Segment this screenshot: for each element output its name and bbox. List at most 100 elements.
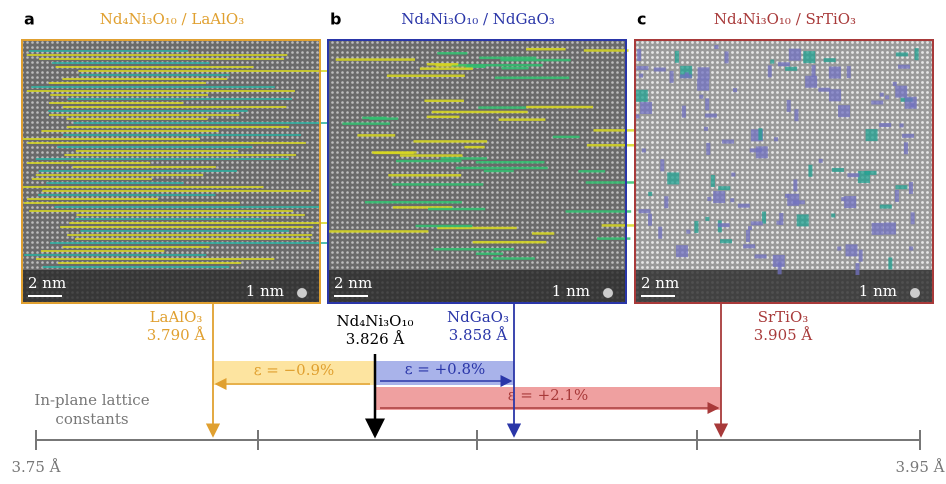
- strain-band: [375, 387, 721, 410]
- blob: [637, 48, 642, 61]
- blob: [841, 197, 846, 202]
- stripe: [437, 52, 468, 55]
- stripe: [501, 66, 529, 70]
- blob: [773, 137, 778, 142]
- stripe: [415, 224, 473, 228]
- stripe: [479, 56, 537, 60]
- blob: [779, 212, 784, 225]
- stripe: [26, 54, 288, 56]
- stripe: [62, 78, 228, 80]
- stripe: [62, 106, 287, 108]
- blob: [828, 66, 841, 79]
- stripe: [395, 159, 462, 163]
- blob: [892, 81, 897, 86]
- stripe: [26, 90, 295, 92]
- blob: [844, 196, 857, 209]
- stripe: [24, 254, 207, 256]
- blob: [705, 216, 710, 221]
- blob: [845, 244, 858, 257]
- blob: [737, 203, 750, 208]
- panel-title: Nd₄Ni₃O₁₀ / LaAlO₃: [100, 10, 244, 28]
- stripe: [451, 63, 543, 67]
- stripe: [399, 154, 463, 157]
- stripe: [42, 190, 312, 192]
- stripe: [27, 142, 306, 144]
- blob: [639, 73, 644, 78]
- stripe: [419, 67, 473, 70]
- stripe: [433, 247, 515, 251]
- blob: [758, 128, 763, 141]
- stripe: [585, 181, 669, 184]
- blob: [636, 66, 649, 71]
- blob: [749, 148, 762, 153]
- blob: [784, 193, 789, 198]
- stripe: [72, 166, 216, 168]
- stripe: [328, 230, 429, 233]
- blob: [640, 102, 653, 115]
- blob: [793, 179, 798, 192]
- stripe: [437, 226, 517, 230]
- blob: [811, 65, 816, 78]
- stripe: [342, 122, 391, 125]
- blob: [717, 223, 730, 228]
- stripe: [357, 134, 396, 137]
- blob: [895, 52, 908, 57]
- blob: [899, 123, 904, 128]
- blob: [638, 209, 651, 214]
- stripe: [28, 50, 188, 52]
- stripe: [31, 178, 153, 180]
- stripe: [50, 242, 329, 244]
- blob: [871, 222, 884, 235]
- stripe: [49, 114, 240, 116]
- blob: [697, 78, 710, 91]
- stripe: [22, 186, 264, 188]
- blob: [747, 226, 752, 231]
- blob: [767, 65, 772, 78]
- blob: [914, 48, 919, 61]
- stripe: [66, 126, 290, 128]
- blob: [879, 204, 892, 209]
- blob: [894, 189, 899, 202]
- panel-label: c: [637, 10, 646, 29]
- blob: [699, 94, 704, 99]
- blob: [658, 226, 663, 239]
- stripe: [335, 58, 416, 61]
- stripe: [26, 162, 151, 164]
- caption: In-plane lattice: [34, 391, 149, 409]
- blob: [808, 164, 813, 177]
- blob: [858, 249, 863, 262]
- blob: [865, 129, 878, 142]
- blob: [829, 89, 842, 102]
- inset-scale-label: 1 nm: [859, 282, 897, 300]
- stripe: [48, 82, 206, 84]
- stripe: [54, 206, 320, 208]
- blob: [776, 220, 781, 225]
- blob: [908, 181, 913, 194]
- stripe: [23, 202, 240, 204]
- inset-dot: [910, 288, 920, 298]
- panel-frame: [634, 39, 934, 304]
- blob: [909, 246, 914, 251]
- blob: [903, 142, 908, 155]
- stripe: [60, 226, 313, 228]
- marker-value: 3.858 Å: [449, 326, 508, 344]
- blob: [864, 170, 877, 175]
- blob: [653, 67, 666, 72]
- blob: [785, 66, 798, 71]
- stripe: [38, 170, 237, 172]
- stripe: [426, 62, 459, 66]
- blob: [885, 95, 890, 100]
- strain-band: [213, 361, 375, 385]
- marker-name: Nd₄Ni₃O₁₀: [337, 312, 414, 330]
- blob: [664, 196, 669, 209]
- blob: [641, 148, 646, 153]
- stripe: [26, 198, 158, 200]
- stripe: [51, 62, 210, 64]
- blob: [838, 105, 851, 118]
- marker-value: 3.826 Å: [346, 330, 405, 348]
- blob: [721, 139, 734, 144]
- blob: [674, 50, 679, 63]
- blob: [879, 92, 884, 97]
- stripe: [494, 76, 570, 80]
